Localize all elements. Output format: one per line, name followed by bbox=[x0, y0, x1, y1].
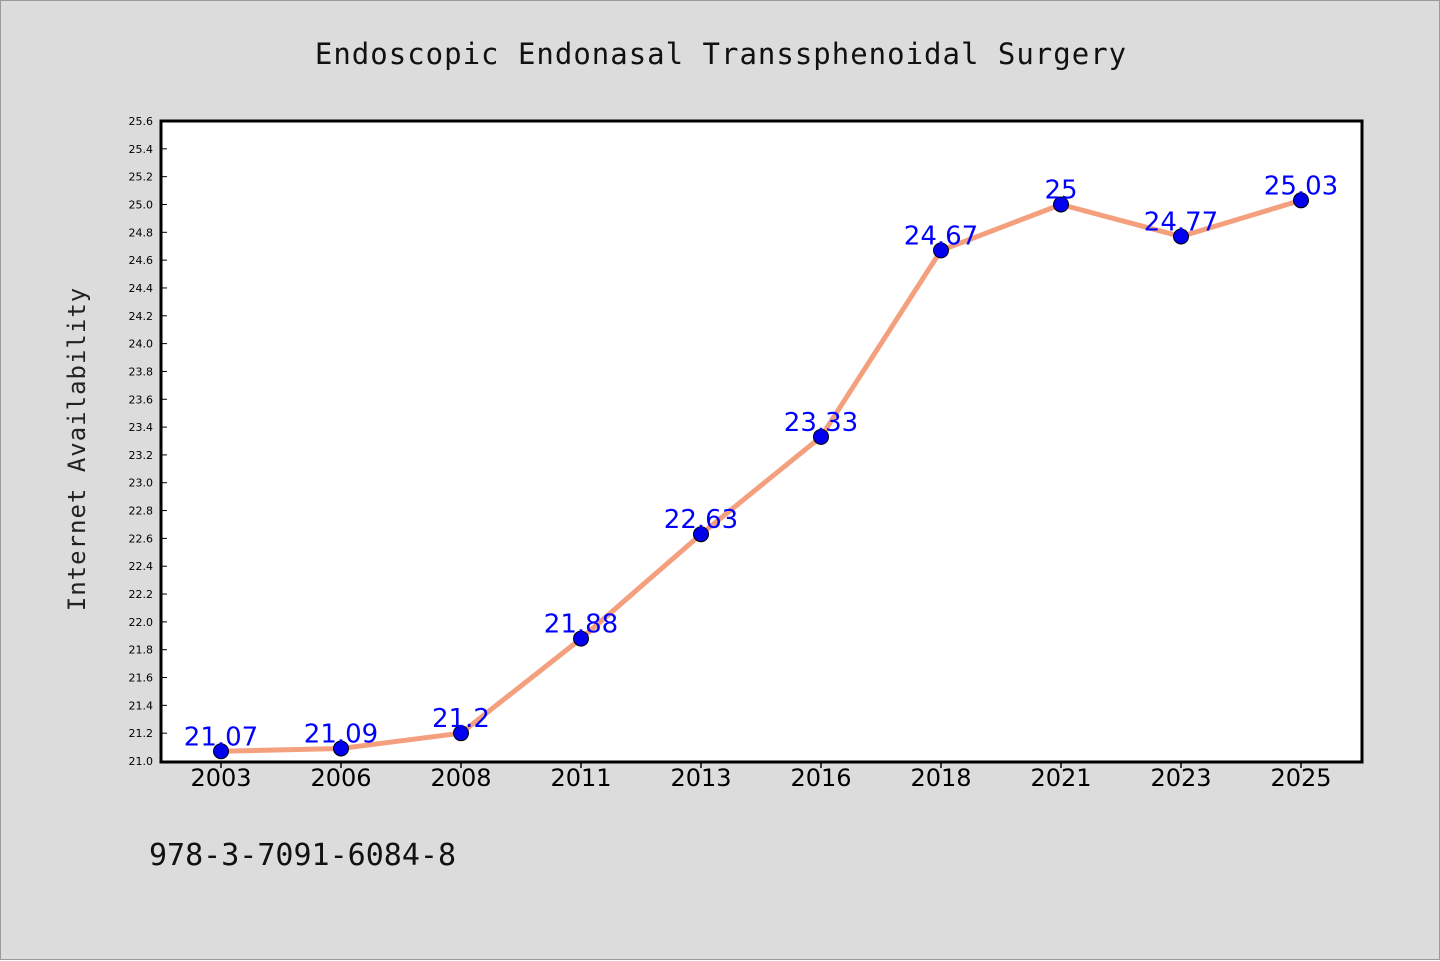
y-tick-label: 22.8 bbox=[129, 505, 154, 518]
y-tick-label: 23.0 bbox=[129, 477, 154, 490]
y-tick-label: 21.6 bbox=[129, 672, 154, 685]
y-tick-label: 24.0 bbox=[129, 338, 154, 351]
data-label: 22.63 bbox=[664, 505, 738, 535]
y-tick-label: 22.4 bbox=[129, 560, 154, 573]
data-label: 21.07 bbox=[184, 722, 258, 752]
x-tick-label: 2021 bbox=[1030, 764, 1091, 792]
data-point-marker bbox=[453, 725, 469, 742]
y-tick-label: 21.2 bbox=[129, 727, 154, 740]
data-label: 24.67 bbox=[904, 221, 978, 251]
x-tick-label: 2011 bbox=[550, 764, 611, 792]
data-label: 24.77 bbox=[1144, 207, 1218, 237]
data-point-marker bbox=[213, 743, 229, 760]
data-point-marker bbox=[933, 242, 949, 259]
y-tick-label: 25.0 bbox=[129, 198, 154, 211]
data-point-marker bbox=[333, 740, 349, 757]
x-tick-label: 2008 bbox=[430, 764, 491, 792]
x-tick-label: 2006 bbox=[310, 764, 371, 792]
x-tick-label: 2025 bbox=[1270, 764, 1331, 792]
y-tick-label: 25.6 bbox=[129, 115, 154, 128]
data-point-marker bbox=[693, 526, 709, 543]
y-tick-label: 23.4 bbox=[129, 421, 154, 434]
data-label: 25 bbox=[1044, 175, 1077, 205]
x-tick-label: 2018 bbox=[910, 764, 971, 792]
y-axis-label: Internet Availability bbox=[63, 287, 91, 611]
y-tick-label: 23.6 bbox=[129, 393, 154, 406]
data-label: 23.33 bbox=[784, 408, 858, 438]
data-markers bbox=[213, 192, 1309, 760]
plot-area bbox=[159, 119, 1364, 764]
footer-note: 978-3-7091-6084-8 bbox=[149, 838, 456, 873]
chart-title: Endoscopic Endonasal Transsphenoidal Sur… bbox=[315, 37, 1127, 71]
data-label: 21.88 bbox=[544, 610, 618, 640]
x-tick-label: 2016 bbox=[790, 764, 851, 792]
data-label: 21.09 bbox=[304, 719, 378, 749]
y-tick-label: 21.0 bbox=[129, 755, 154, 768]
data-point-marker bbox=[813, 428, 829, 445]
y-tick-label: 22.2 bbox=[129, 588, 154, 601]
data-point-marker bbox=[1053, 196, 1069, 213]
x-tick-label: 2003 bbox=[190, 764, 251, 792]
y-axis: 21.0 21.2 21.4 21.6 21.8 22.0 22.2 22.4 22.6 22.8… bbox=[129, 115, 167, 768]
y-tick-label: 24.6 bbox=[129, 254, 154, 267]
y-tick-label: 25.2 bbox=[129, 171, 154, 184]
x-axis: 2003 2006 2008 2011 2013 2016 2018 2021 2023 2025 bbox=[190, 761, 1332, 792]
data-point-marker bbox=[1293, 192, 1309, 209]
data-point-marker bbox=[573, 630, 589, 647]
y-tick-label: 22.6 bbox=[129, 532, 154, 545]
data-label: 21.2 bbox=[432, 704, 490, 734]
data-labels: 21.07 21.09 21.2 21.88 22.63 23.33 24.67 25 24.7… bbox=[184, 171, 1338, 752]
y-tick-label: 21.8 bbox=[129, 644, 154, 657]
series-line bbox=[218, 197, 1304, 754]
y-tick-label: 21.4 bbox=[129, 699, 154, 712]
x-tick-label: 2023 bbox=[1150, 764, 1211, 792]
y-tick-label: 24.4 bbox=[129, 282, 154, 295]
y-tick-label: 24.8 bbox=[129, 226, 154, 239]
data-label: 25.03 bbox=[1264, 171, 1338, 201]
data-point-marker bbox=[1173, 228, 1189, 245]
y-tick-label: 23.8 bbox=[129, 365, 154, 378]
x-tick-label: 2013 bbox=[670, 764, 731, 792]
y-tick-label: 25.4 bbox=[129, 143, 154, 156]
y-tick-label: 23.2 bbox=[129, 449, 154, 462]
y-tick-label: 22.0 bbox=[129, 616, 154, 629]
y-tick-label: 24.2 bbox=[129, 310, 154, 323]
